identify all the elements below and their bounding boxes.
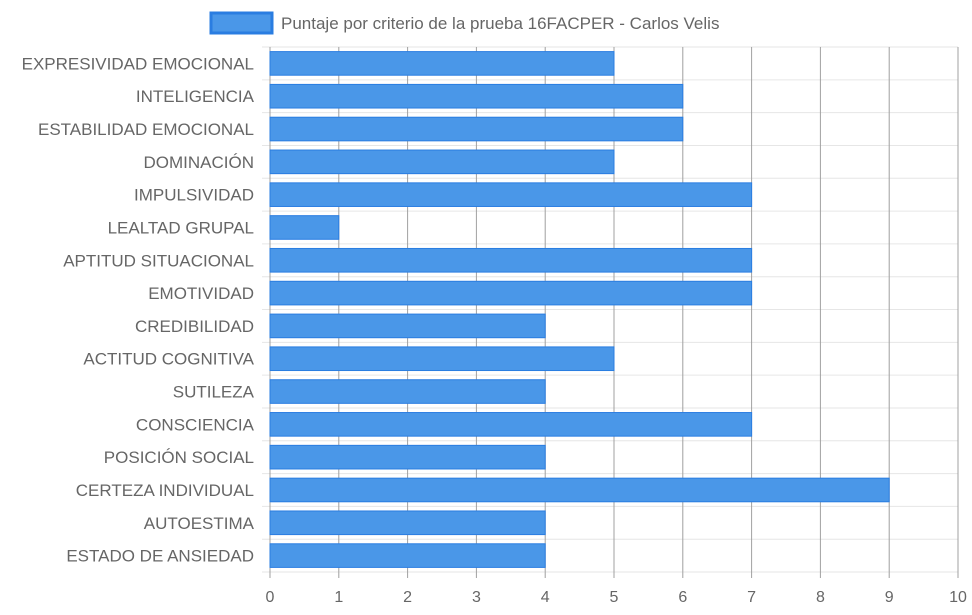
- bar[interactable]: [269, 149, 615, 175]
- x-tick-label: 7: [747, 589, 756, 606]
- x-axis-ticks: 0 1 2 3 4 5 6 7 8 9 10: [266, 589, 967, 606]
- x-tick-label: 10: [949, 589, 967, 606]
- category-label: ACTITUD COGNITIVA: [83, 350, 254, 369]
- bar[interactable]: [269, 83, 684, 109]
- bar[interactable]: [269, 313, 546, 339]
- category-label: EXPRESIVIDAD EMOCIONAL: [22, 54, 254, 73]
- category-labels: EXPRESIVIDAD EMOCIONAL INTELIGENCIA ESTABI…: [22, 54, 255, 565]
- x-tick-label: 2: [403, 589, 412, 606]
- category-label: POSICIÓN SOCIAL: [104, 448, 254, 467]
- chart-legend[interactable]: Puntaje por criterio de la prueba 16FACP…: [209, 11, 719, 35]
- category-label: ESTADO DE ANSIEDAD: [66, 547, 254, 566]
- legend-swatch: [209, 11, 274, 35]
- bar[interactable]: [269, 444, 546, 470]
- x-tick-label: 5: [610, 589, 619, 606]
- category-label: DOMINACIÓN: [144, 153, 255, 172]
- x-tick-label: 8: [816, 589, 825, 606]
- bar[interactable]: [269, 477, 890, 503]
- bar[interactable]: [269, 379, 546, 404]
- category-label: ESTABILIDAD EMOCIONAL: [38, 120, 254, 139]
- x-tick-label: 6: [678, 589, 687, 606]
- category-label: IMPULSIVIDAD: [134, 186, 254, 205]
- bar[interactable]: [269, 247, 753, 273]
- x-tick-label: 4: [541, 589, 550, 606]
- bar[interactable]: [269, 412, 753, 437]
- category-label: CREDIBILIDAD: [135, 317, 254, 336]
- category-label: CERTEZA INDIVIDUAL: [76, 481, 254, 500]
- x-tick-label: 3: [472, 589, 481, 606]
- bar[interactable]: [269, 215, 340, 240]
- category-label: EMOTIVIDAD: [148, 284, 254, 303]
- category-label: AUTOESTIMA: [144, 514, 255, 533]
- bar[interactable]: [269, 346, 615, 372]
- x-tick-label: 1: [334, 589, 343, 606]
- category-label: CONSCIENCIA: [136, 415, 255, 434]
- legend-label: Puntaje por criterio de la prueba 16FACP…: [281, 14, 719, 33]
- category-label: LEALTAD GRUPAL: [108, 218, 254, 237]
- bar[interactable]: [269, 116, 684, 142]
- bar[interactable]: [269, 51, 615, 76]
- bar[interactable]: [269, 182, 753, 207]
- bar[interactable]: [269, 510, 546, 536]
- bar[interactable]: [269, 543, 546, 568]
- bars: [269, 51, 890, 568]
- category-label: INTELIGENCIA: [136, 87, 255, 106]
- x-tick-label: 0: [266, 589, 275, 606]
- x-tick-label: 9: [885, 589, 894, 606]
- bar[interactable]: [269, 280, 753, 306]
- category-label: APTITUD SITUACIONAL: [63, 251, 254, 270]
- category-label: SUTILEZA: [173, 383, 255, 402]
